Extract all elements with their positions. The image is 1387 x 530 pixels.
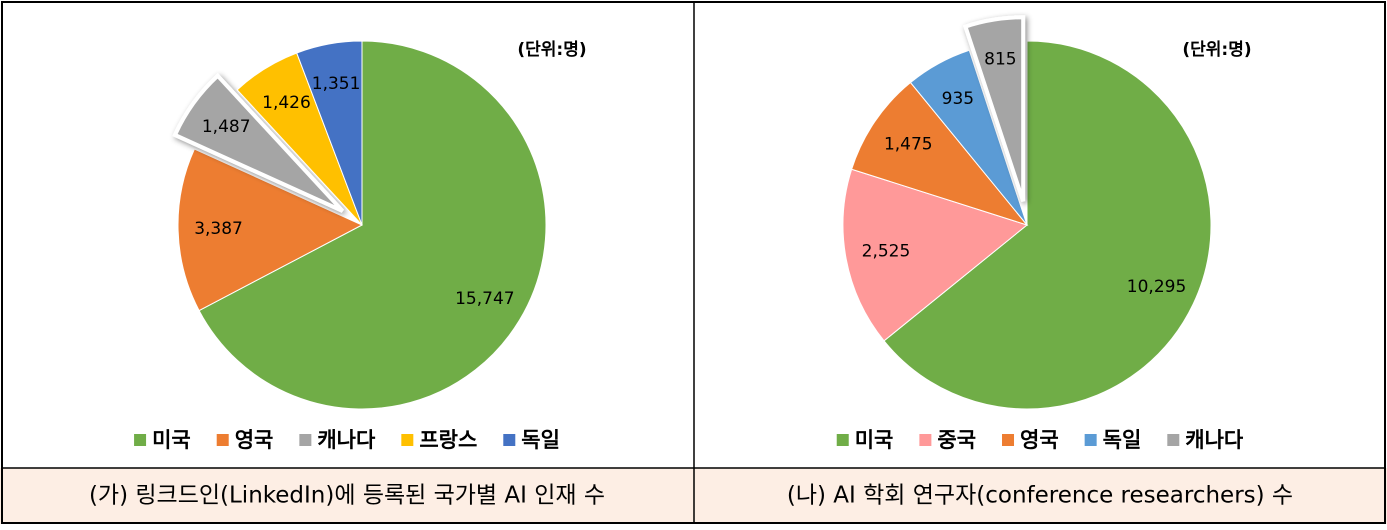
pie-slice: [883, 40, 1212, 410]
legend-label: 중국: [937, 428, 976, 452]
legend-swatch: [216, 434, 229, 446]
data-label: 3,387: [194, 219, 243, 239]
pie-slice: [172, 72, 345, 213]
pie-slice: [198, 40, 547, 410]
legend-label: 독일: [1103, 428, 1142, 452]
legend-swatch: [401, 434, 414, 446]
legend-label: 영국: [235, 428, 274, 452]
data-label: 15,747: [455, 289, 514, 309]
legend-swatch: [503, 434, 516, 446]
legend-label: 독일: [521, 428, 560, 452]
data-label: 815: [984, 50, 1016, 70]
pie-slice: [962, 15, 1026, 202]
legend-label: 미국: [855, 428, 894, 452]
data-label: 1,351: [312, 74, 361, 94]
pie-slice: [909, 49, 1028, 226]
legend-swatch: [299, 434, 312, 446]
pie-slice: [177, 148, 364, 312]
legend-swatch: [1084, 434, 1097, 446]
data-label: 1,426: [262, 93, 311, 113]
legend-label: 캐나다: [317, 428, 376, 452]
legend-label: 캐나다: [1185, 428, 1244, 452]
pie-slice: [851, 81, 1029, 226]
legend-label: 프랑스: [419, 428, 477, 452]
data-label: 1,487: [202, 117, 251, 137]
legend-swatch: [919, 434, 932, 446]
data-label: 935: [942, 89, 974, 109]
data-label: 1,475: [884, 134, 933, 154]
unit-note: (단위:명): [517, 40, 586, 60]
unit-note: (단위:명): [1182, 40, 1251, 60]
legend-swatch: [836, 434, 849, 446]
pie-slice: [842, 168, 1029, 342]
pie-slice: [296, 40, 363, 226]
legend-swatch: [134, 434, 147, 446]
data-label: 2,525: [862, 242, 911, 262]
data-label: 10,295: [1127, 277, 1186, 297]
legend-swatch: [1002, 434, 1015, 446]
legend-label: 영국: [1020, 428, 1059, 452]
caption: (가) 링크드인(LinkedIn)에 등록된 국가별 AI 인재 수: [89, 483, 605, 509]
legend-label: 미국: [152, 428, 191, 452]
legend-swatch: [1167, 434, 1180, 446]
caption: (나) AI 학회 연구자(conference researchers) 수: [787, 483, 1293, 509]
